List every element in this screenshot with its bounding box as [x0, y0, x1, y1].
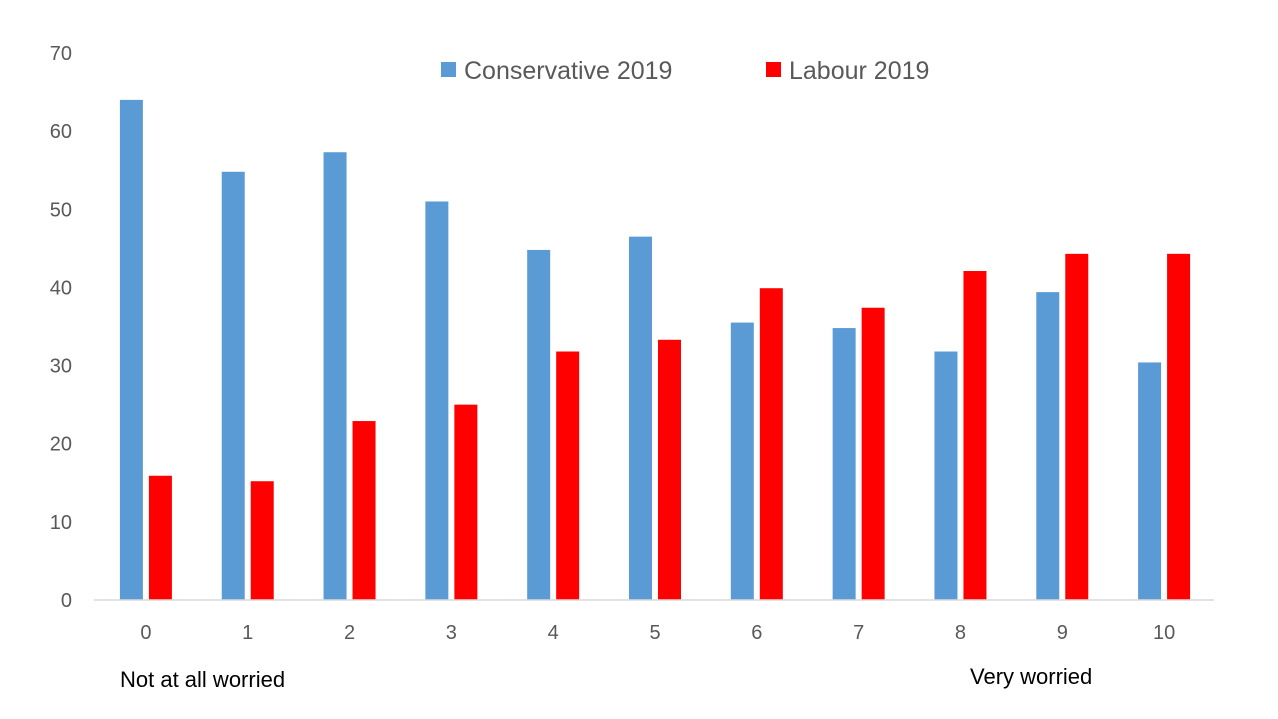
y-tick-label: 50 — [50, 199, 72, 221]
y-axis-ticks: 0 10 20 30 40 50 60 70 — [50, 43, 72, 612]
y-tick-label: 70 — [50, 43, 72, 65]
bar-labour-0 — [148, 475, 172, 600]
legend-label-labour: Labour 2019 — [789, 57, 929, 85]
bar-conservative-1 — [221, 171, 245, 600]
annotation-very-worried: Very worried — [970, 664, 1092, 689]
bar-labour-6 — [759, 288, 783, 600]
bar-labour-5 — [658, 339, 681, 600]
y-tick-label: 20 — [50, 434, 72, 456]
legend-swatch-labour — [766, 62, 781, 77]
y-tick-label: 40 — [50, 277, 72, 299]
bar-labour-1 — [250, 481, 274, 600]
bar-labour-9 — [1065, 253, 1089, 600]
x-tick-label: 7 — [853, 622, 864, 644]
x-tick-label: 4 — [548, 622, 559, 644]
bar-conservative-6 — [730, 322, 754, 600]
x-axis-ticks: 0 1 2 3 4 5 6 7 8 9 10 — [140, 622, 1175, 644]
bar-conservative-0 — [119, 99, 143, 600]
x-tick-label: 9 — [1057, 622, 1068, 644]
x-tick-label: 6 — [751, 622, 762, 644]
bar-labour-10 — [1167, 253, 1191, 600]
x-tick-label: 1 — [242, 622, 253, 644]
bar-labour-2 — [352, 421, 376, 600]
bar-conservative-8 — [934, 351, 958, 600]
bar-conservative-7 — [832, 328, 856, 600]
bar-conservative-2 — [323, 152, 347, 600]
bar-conservative-3 — [425, 201, 449, 600]
bar-conservative-5 — [629, 236, 652, 600]
y-tick-label: 60 — [50, 121, 72, 143]
y-tick-label: 30 — [50, 356, 72, 378]
bar-conservative-10 — [1138, 362, 1162, 600]
x-tick-label: 8 — [955, 622, 966, 644]
x-tick-label: 10 — [1153, 622, 1175, 644]
x-tick-label: 0 — [140, 622, 151, 644]
y-tick-label: 10 — [50, 512, 72, 534]
y-tick-label: 0 — [61, 590, 72, 612]
bar-labour-8 — [963, 271, 987, 600]
bar-labour-3 — [454, 404, 478, 600]
bars-group — [119, 99, 1191, 601]
bar-labour-7 — [861, 307, 885, 600]
legend-swatch-conservative — [441, 62, 456, 77]
bar-conservative-9 — [1036, 292, 1060, 600]
x-tick-label: 2 — [344, 622, 355, 644]
bar-labour-4 — [556, 351, 580, 600]
annotation-not-at-all-worried: Not at all worried — [120, 667, 285, 692]
bar-conservative-4 — [527, 249, 551, 601]
legend: Conservative 2019 Labour 2019 — [441, 57, 929, 85]
legend-label-conservative: Conservative 2019 — [464, 57, 672, 85]
x-tick-label: 5 — [649, 622, 660, 644]
x-tick-label: 3 — [446, 622, 457, 644]
